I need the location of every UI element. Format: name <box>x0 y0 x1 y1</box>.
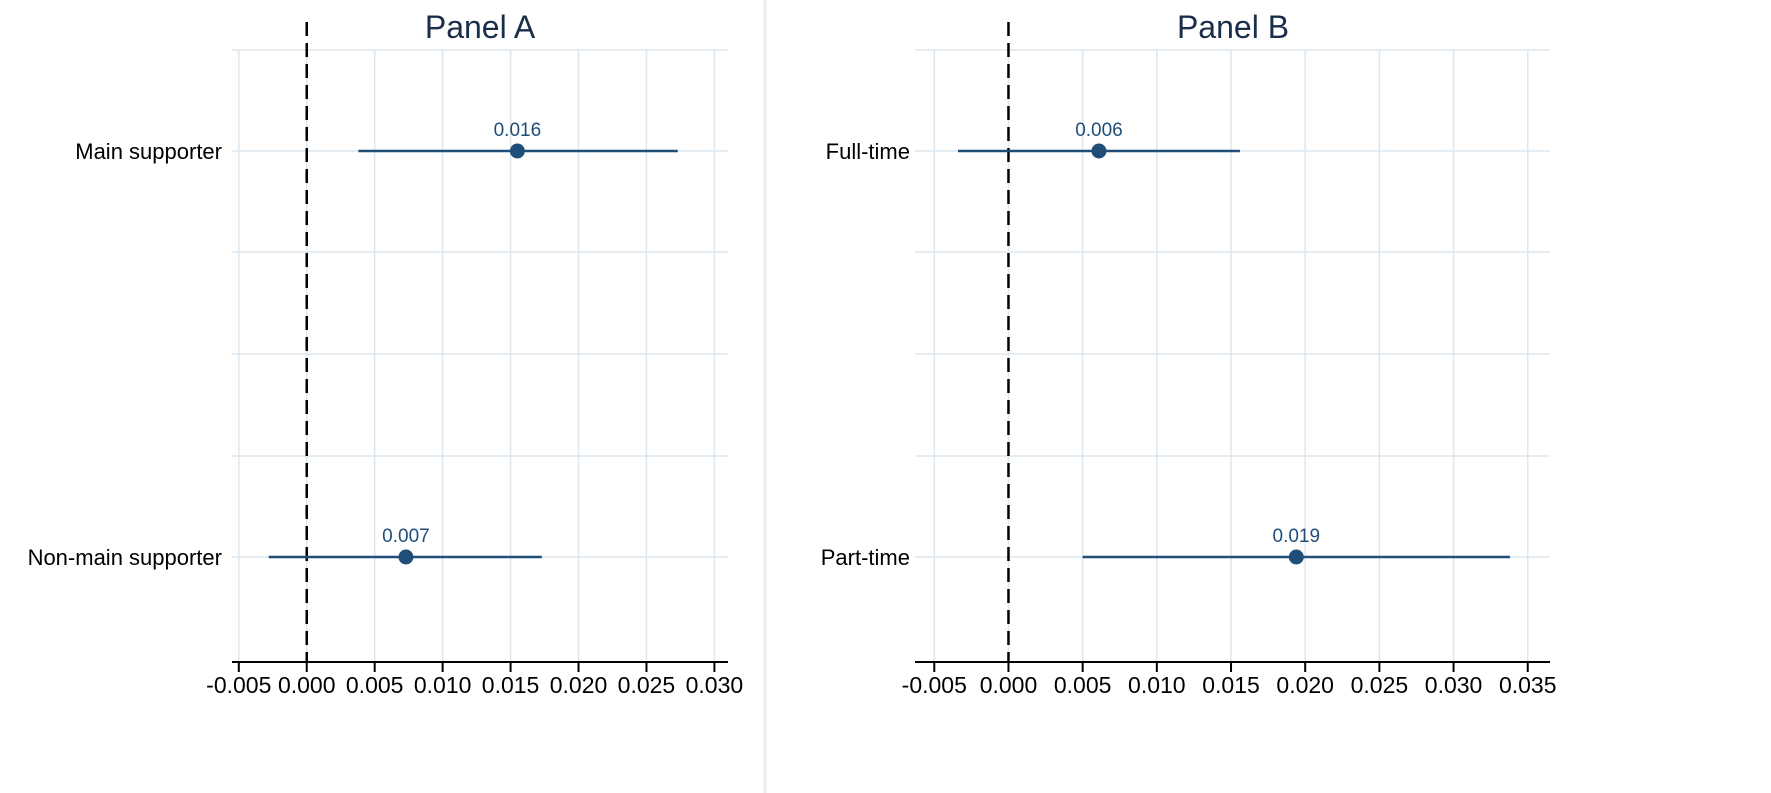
category-label: Non-main supporter <box>28 545 222 570</box>
point-estimate-marker <box>1091 143 1107 159</box>
x-tick-label: 0.020 <box>1276 672 1334 698</box>
estimate-value-label: 0.006 <box>1075 120 1123 141</box>
x-tick-label: 0.005 <box>346 672 404 698</box>
point-estimate-marker <box>1288 549 1304 565</box>
x-tick-label: 0.005 <box>1054 672 1112 698</box>
x-tick-label: 0.000 <box>278 672 336 698</box>
panel-b: Panel B -0.005 0.000 0.005 0.010 0.015 0.020 0.… <box>821 9 1557 698</box>
category-label: Full-time <box>826 139 910 164</box>
estimate-value-label: 0.019 <box>1273 526 1321 547</box>
x-tick-label: 0.030 <box>1425 672 1483 698</box>
x-tick-label: 0.010 <box>414 672 472 698</box>
x-tick-label: 0.010 <box>1128 672 1186 698</box>
panel-title: Panel B <box>1177 9 1289 45</box>
x-tick-label: -0.005 <box>206 672 271 698</box>
point-estimate-marker <box>509 143 525 159</box>
estimate-value-label: 0.007 <box>382 526 430 547</box>
panel-a: Panel A -0.005 0.000 0.005 0.010 0.015 0.020 0.… <box>28 9 744 698</box>
x-tick-label: 0.000 <box>980 672 1038 698</box>
x-tick-label: 0.025 <box>1351 672 1409 698</box>
category-label: Part-time <box>821 545 910 570</box>
x-tick-label: 0.030 <box>686 672 744 698</box>
panel-title: Panel A <box>425 9 536 45</box>
x-tick-label: -0.005 <box>902 672 967 698</box>
point-estimate-marker <box>398 549 414 565</box>
x-tick-label: 0.035 <box>1499 672 1557 698</box>
x-tick-label: 0.020 <box>550 672 608 698</box>
x-tick-label: 0.025 <box>618 672 676 698</box>
category-label: Main supporter <box>75 139 222 164</box>
x-tick-label: 0.015 <box>482 672 540 698</box>
x-tick-label: 0.015 <box>1202 672 1260 698</box>
estimate-value-label: 0.016 <box>494 120 542 141</box>
